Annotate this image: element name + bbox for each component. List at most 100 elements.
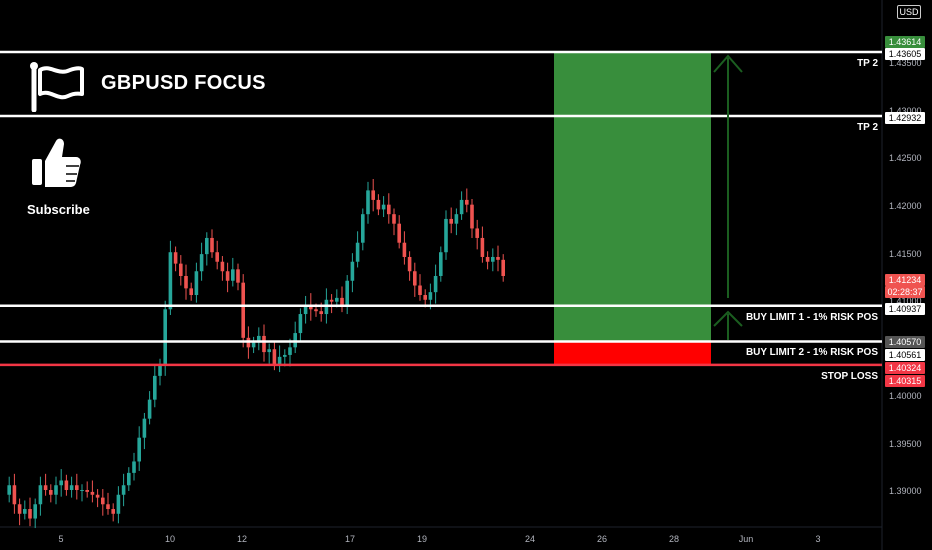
candle-body: [491, 256, 495, 262]
candle-body: [189, 288, 193, 296]
candle-body: [158, 364, 162, 376]
candle-body: [23, 509, 27, 514]
candle-body: [423, 295, 427, 300]
candle-body: [173, 252, 178, 264]
candle-body: [142, 418, 147, 438]
candle-body: [49, 490, 53, 495]
candle-body: [179, 263, 183, 276]
x-tick: 28: [668, 534, 680, 544]
candle-body: [38, 485, 43, 505]
subscribe-button[interactable]: Subscribe: [27, 202, 90, 217]
candle-body: [194, 271, 199, 296]
candle-body: [288, 347, 292, 355]
level-label-buy-limit-2: BUY LIMIT 2 - 1% RISK POS: [745, 347, 878, 358]
candle-body: [485, 256, 490, 262]
candle-body: [298, 314, 303, 334]
x-tick: Jun: [738, 534, 754, 544]
candle-body: [470, 204, 474, 229]
candle-body: [43, 485, 48, 490]
candle-body: [147, 399, 152, 419]
x-tick: 24: [524, 534, 536, 544]
candle-body: [293, 333, 297, 348]
candle-body: [439, 252, 443, 276]
candle-body: [454, 214, 459, 224]
candle-body: [106, 504, 110, 510]
candle-body: [59, 480, 63, 486]
x-tick: 3: [815, 534, 821, 544]
candle-body: [116, 494, 121, 514]
candle-body: [262, 335, 266, 353]
candle-body: [132, 461, 136, 473]
candle-body: [366, 190, 370, 215]
candle-body: [215, 252, 219, 262]
candle-body: [371, 190, 375, 200]
flag-icon: [30, 62, 84, 112]
y-tick: 1.40000: [889, 391, 922, 401]
candle-body: [319, 311, 323, 315]
candle-body: [95, 494, 100, 498]
candle-body: [111, 509, 115, 514]
candle-body: [459, 199, 464, 215]
candle-body: [501, 259, 505, 276]
candle-body: [153, 375, 157, 400]
candle-body: [251, 342, 256, 348]
x-tick: 5: [58, 534, 64, 544]
candle-body: [345, 280, 349, 305]
candle-body: [397, 223, 401, 243]
level-label-buy-limit-1: BUY LIMIT 1 - 1% RISK POS: [745, 312, 878, 323]
candle-body: [449, 218, 453, 224]
price-tag-stop: 1.40324: [885, 362, 925, 374]
y-tick: 1.43000: [889, 106, 922, 116]
candle-body: [121, 485, 126, 495]
candle-body: [90, 491, 95, 495]
y-tick: 1.41500: [889, 249, 922, 259]
candle-body: [28, 509, 32, 519]
candle-body: [335, 297, 339, 302]
candle-body: [361, 214, 365, 243]
candle-body: [376, 199, 381, 210]
candle-body: [381, 204, 386, 210]
candle-body: [303, 304, 308, 315]
candle-body: [17, 504, 22, 514]
price-tag-tp2-upper: 1.43605: [885, 48, 925, 60]
loss-zone: [554, 340, 711, 365]
candle-body: [257, 335, 261, 343]
candle-body: [433, 276, 438, 293]
candle-body: [283, 354, 287, 357]
price-tag-stop-loss: 1.40315: [885, 375, 925, 387]
candle-body: [168, 252, 173, 310]
candle-body: [475, 228, 479, 238]
candle-body: [163, 309, 167, 365]
candle-body: [340, 297, 344, 305]
candle-body: [277, 356, 282, 365]
brand-title: GBPUSD FOCUS: [101, 72, 266, 94]
candle-body: [137, 437, 141, 462]
price-tag-buy-limit-2: 1.40561: [885, 349, 925, 361]
candle-body: [54, 485, 58, 495]
candle-body: [220, 261, 225, 272]
entry-arrow-head: [713, 310, 743, 327]
candle-body: [75, 485, 79, 490]
thumbs-up-icon[interactable]: [30, 135, 82, 189]
candle-body: [272, 349, 277, 365]
candle-body: [231, 269, 235, 281]
currency-badge[interactable]: USD: [897, 5, 921, 19]
candle-body: [127, 472, 131, 486]
price-tag-tp2-lower: 1.42932: [885, 112, 925, 124]
profit-zone: [554, 51, 711, 341]
x-tick: 17: [344, 534, 356, 544]
candle-body: [85, 490, 89, 492]
price-tag-buy-limit-1: 1.40937: [885, 303, 925, 315]
x-tick: 12: [236, 534, 248, 544]
candle-body: [69, 485, 74, 490]
level-label-stop-loss: STOP LOSS: [821, 371, 878, 382]
candle-body: [12, 485, 17, 505]
countdown-tag: 02:28:37: [885, 286, 925, 298]
candle-body: [205, 237, 209, 255]
x-tick: 26: [596, 534, 608, 544]
candle-body: [392, 214, 396, 224]
candle-body: [496, 256, 500, 260]
y-tick: 1.42500: [889, 153, 922, 163]
candle-body: [33, 504, 37, 519]
